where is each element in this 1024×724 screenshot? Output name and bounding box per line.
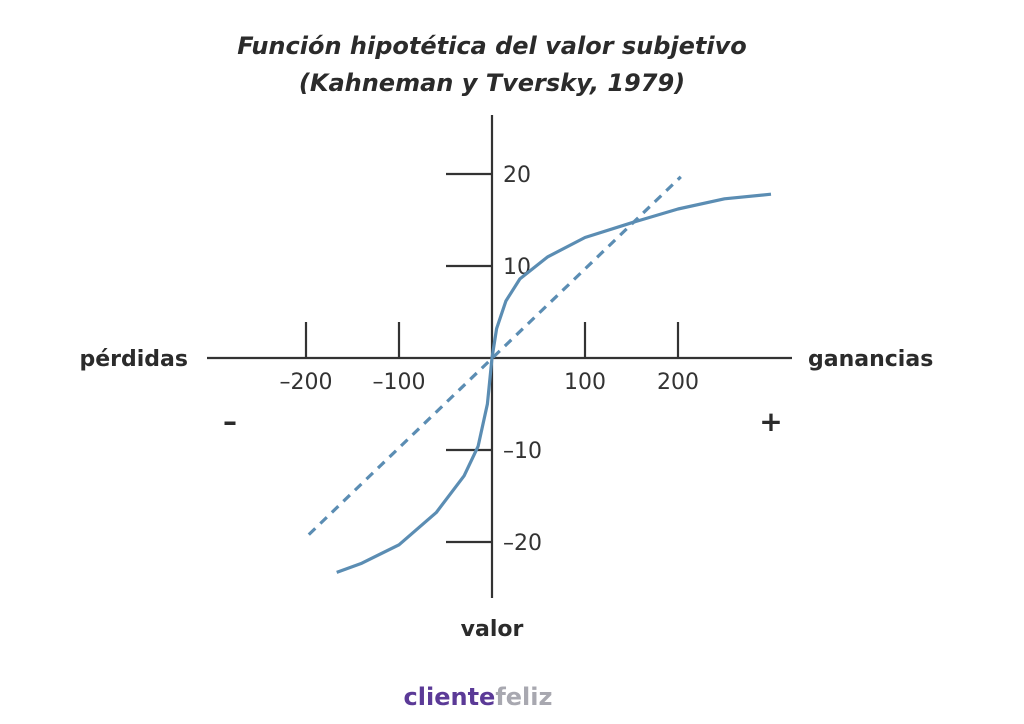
- logo-text-part2: feliz: [495, 683, 552, 711]
- y-tick-label: –10: [503, 439, 542, 464]
- x-tick-label: –100: [373, 370, 426, 395]
- negative-sign: –: [223, 405, 237, 438]
- chart-subtitle: (Kahneman y Tversky, 1979): [299, 69, 685, 97]
- x-label-right: ganancias: [808, 347, 933, 372]
- y-label: valor: [461, 617, 524, 642]
- x-tick-label: 200: [657, 370, 699, 395]
- x-label-left: pérdidas: [80, 347, 189, 372]
- svg-text:clientefeliz: clientefeliz: [404, 683, 553, 711]
- x-tick-label: –200: [280, 370, 333, 395]
- y-tick-label: –20: [503, 531, 542, 556]
- x-tick-label: 100: [564, 370, 606, 395]
- reference-line-dashed: [307, 175, 682, 536]
- value-function-curve: [336, 192, 772, 574]
- positive-sign: +: [759, 405, 782, 438]
- brand-logo: clientefeliz: [404, 683, 553, 711]
- chart-title: Función hipotética del valor subjetivo: [237, 32, 747, 60]
- series-group: [307, 175, 772, 574]
- y-tick-label: 20: [503, 163, 531, 188]
- y-tick-label: 10: [503, 255, 531, 280]
- x-tick-group: –200 –100 100 200: [280, 322, 699, 395]
- y-tick-group: 20 10 –10 –20: [446, 163, 542, 556]
- logo-text-part1: cliente: [404, 683, 496, 711]
